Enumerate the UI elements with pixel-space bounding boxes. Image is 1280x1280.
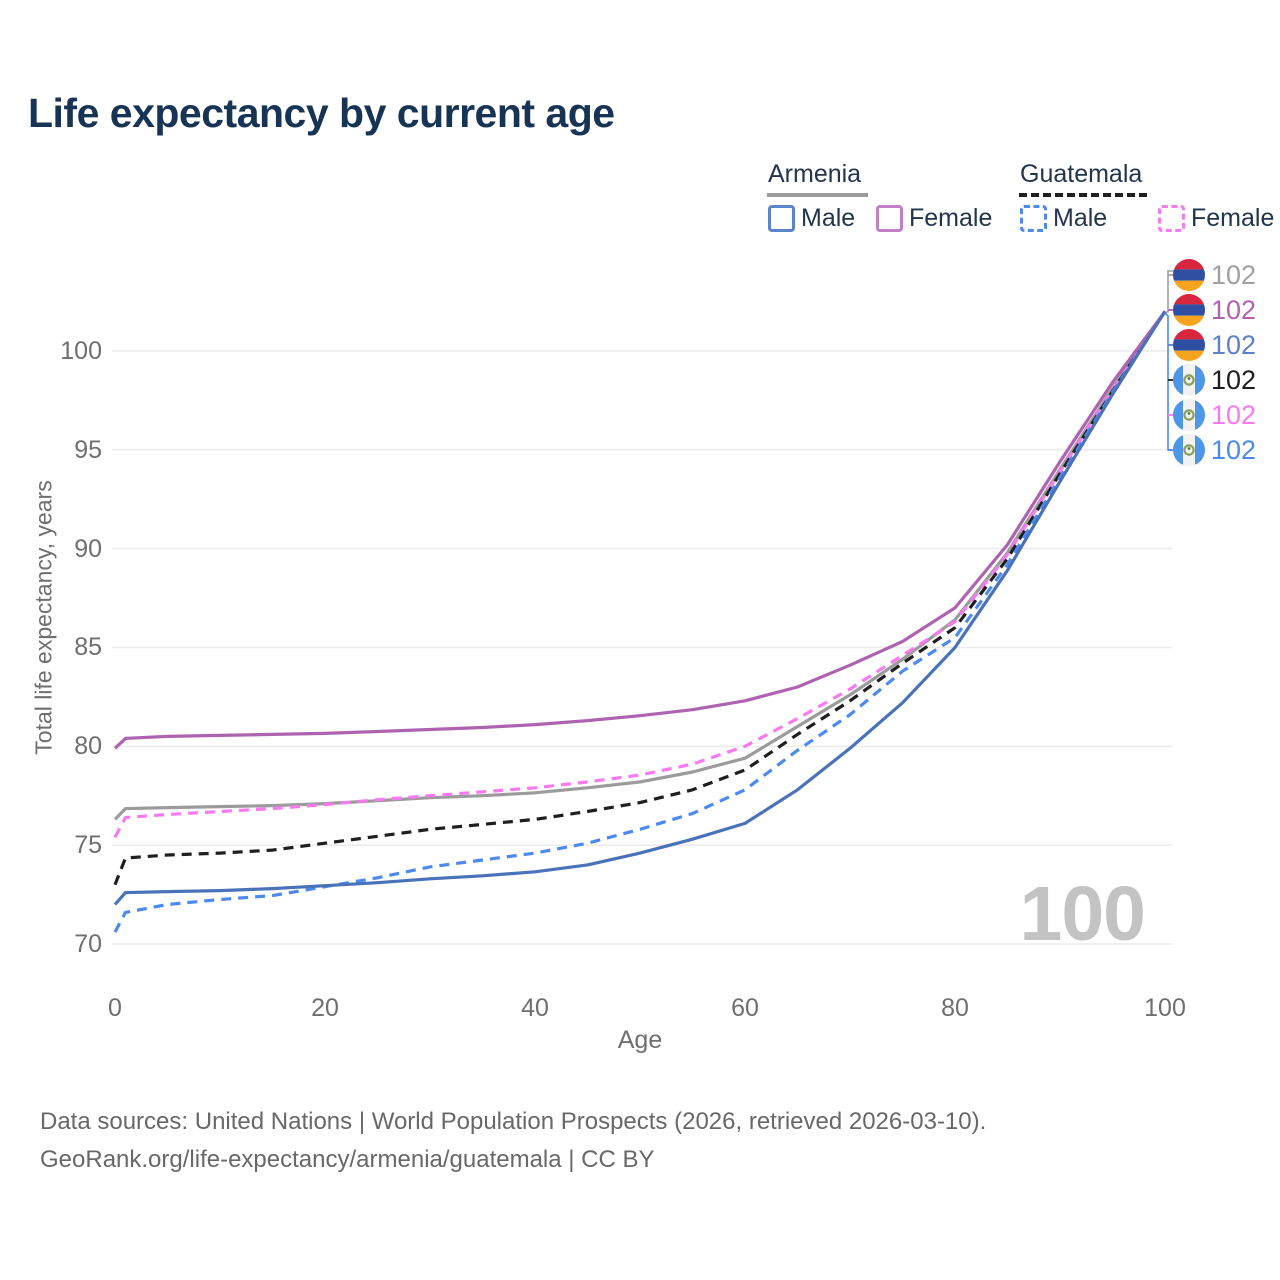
end-label-value: 102 bbox=[1211, 295, 1257, 325]
y-tick-label: 70 bbox=[74, 930, 102, 958]
y-tick-label: 75 bbox=[74, 831, 102, 860]
legend-group-armenia[interactable]: Armenia bbox=[768, 160, 862, 188]
x-tick-label: 20 bbox=[311, 994, 339, 1022]
end-label-value: 102 bbox=[1211, 330, 1257, 360]
y-tick-label: 100 bbox=[60, 336, 102, 365]
armenia-male-checkbox[interactable] bbox=[768, 205, 795, 232]
guatemala-male-label[interactable]: Male bbox=[1053, 204, 1108, 232]
series-line-guatemala-female[interactable] bbox=[113, 310, 1167, 838]
hover-age-watermark: 100 bbox=[1019, 871, 1146, 957]
end-label-row: 102 bbox=[1172, 398, 1256, 432]
end-label-value: 102 bbox=[1211, 435, 1257, 465]
series-line-armenia-female[interactable] bbox=[113, 310, 1167, 750]
guatemala-flag-icon bbox=[1173, 434, 1205, 466]
end-label-value: 102 bbox=[1211, 260, 1257, 290]
end-label-row: 102 bbox=[1172, 433, 1256, 467]
x-axis-title: Age bbox=[617, 1026, 663, 1054]
y-tick-label: 85 bbox=[74, 633, 102, 662]
y-tick-label: 95 bbox=[74, 435, 102, 464]
guatemala-flag-icon bbox=[1173, 364, 1205, 396]
x-tick-label: 0 bbox=[108, 994, 122, 1022]
y-tick-label: 90 bbox=[74, 534, 102, 563]
guatemala-flag-icon bbox=[1173, 399, 1205, 431]
armenia-flag-icon bbox=[1173, 294, 1205, 326]
armenia-female-label[interactable]: Female bbox=[909, 204, 993, 232]
guatemala-line-sample bbox=[1019, 193, 1147, 197]
page-title: Life expectancy by current age bbox=[28, 90, 615, 136]
legend-group-guatemala[interactable]: Guatemala bbox=[1020, 160, 1143, 188]
end-label-value: 102 bbox=[1211, 400, 1257, 430]
x-tick-label: 100 bbox=[1144, 994, 1186, 1022]
armenia-line-sample bbox=[767, 193, 868, 197]
x-tick-label: 60 bbox=[731, 994, 759, 1022]
armenia-male-label[interactable]: Male bbox=[801, 204, 856, 232]
x-tick-label: 40 bbox=[521, 994, 549, 1022]
guatemala-female-label[interactable]: Female bbox=[1191, 204, 1275, 232]
footer-attribution: GeoRank.org/life-expectancy/armenia/guat… bbox=[40, 1146, 655, 1173]
series-line-guatemala-both[interactable] bbox=[113, 310, 1167, 886]
x-tick-label: 80 bbox=[941, 994, 969, 1022]
armenia-flag-icon bbox=[1173, 329, 1205, 361]
end-label-connector bbox=[1165, 270, 1174, 313]
end-label-row: 102 bbox=[1172, 258, 1256, 292]
guatemala-female-checkbox[interactable] bbox=[1158, 205, 1185, 232]
armenia-female-checkbox[interactable] bbox=[876, 205, 903, 232]
end-label-row: 102 bbox=[1172, 328, 1256, 362]
end-label-value: 102 bbox=[1211, 365, 1257, 395]
footer-data-sources: Data sources: United Nations | World Pop… bbox=[40, 1108, 987, 1135]
guatemala-male-checkbox[interactable] bbox=[1020, 205, 1047, 232]
series-line-guatemala-male[interactable] bbox=[113, 310, 1167, 933]
end-label-row: 102 bbox=[1172, 363, 1256, 397]
y-tick-label: 80 bbox=[74, 732, 102, 761]
end-label-row: 102 bbox=[1172, 293, 1256, 327]
armenia-flag-icon bbox=[1173, 259, 1205, 291]
series-line-armenia-male[interactable] bbox=[113, 310, 1167, 906]
